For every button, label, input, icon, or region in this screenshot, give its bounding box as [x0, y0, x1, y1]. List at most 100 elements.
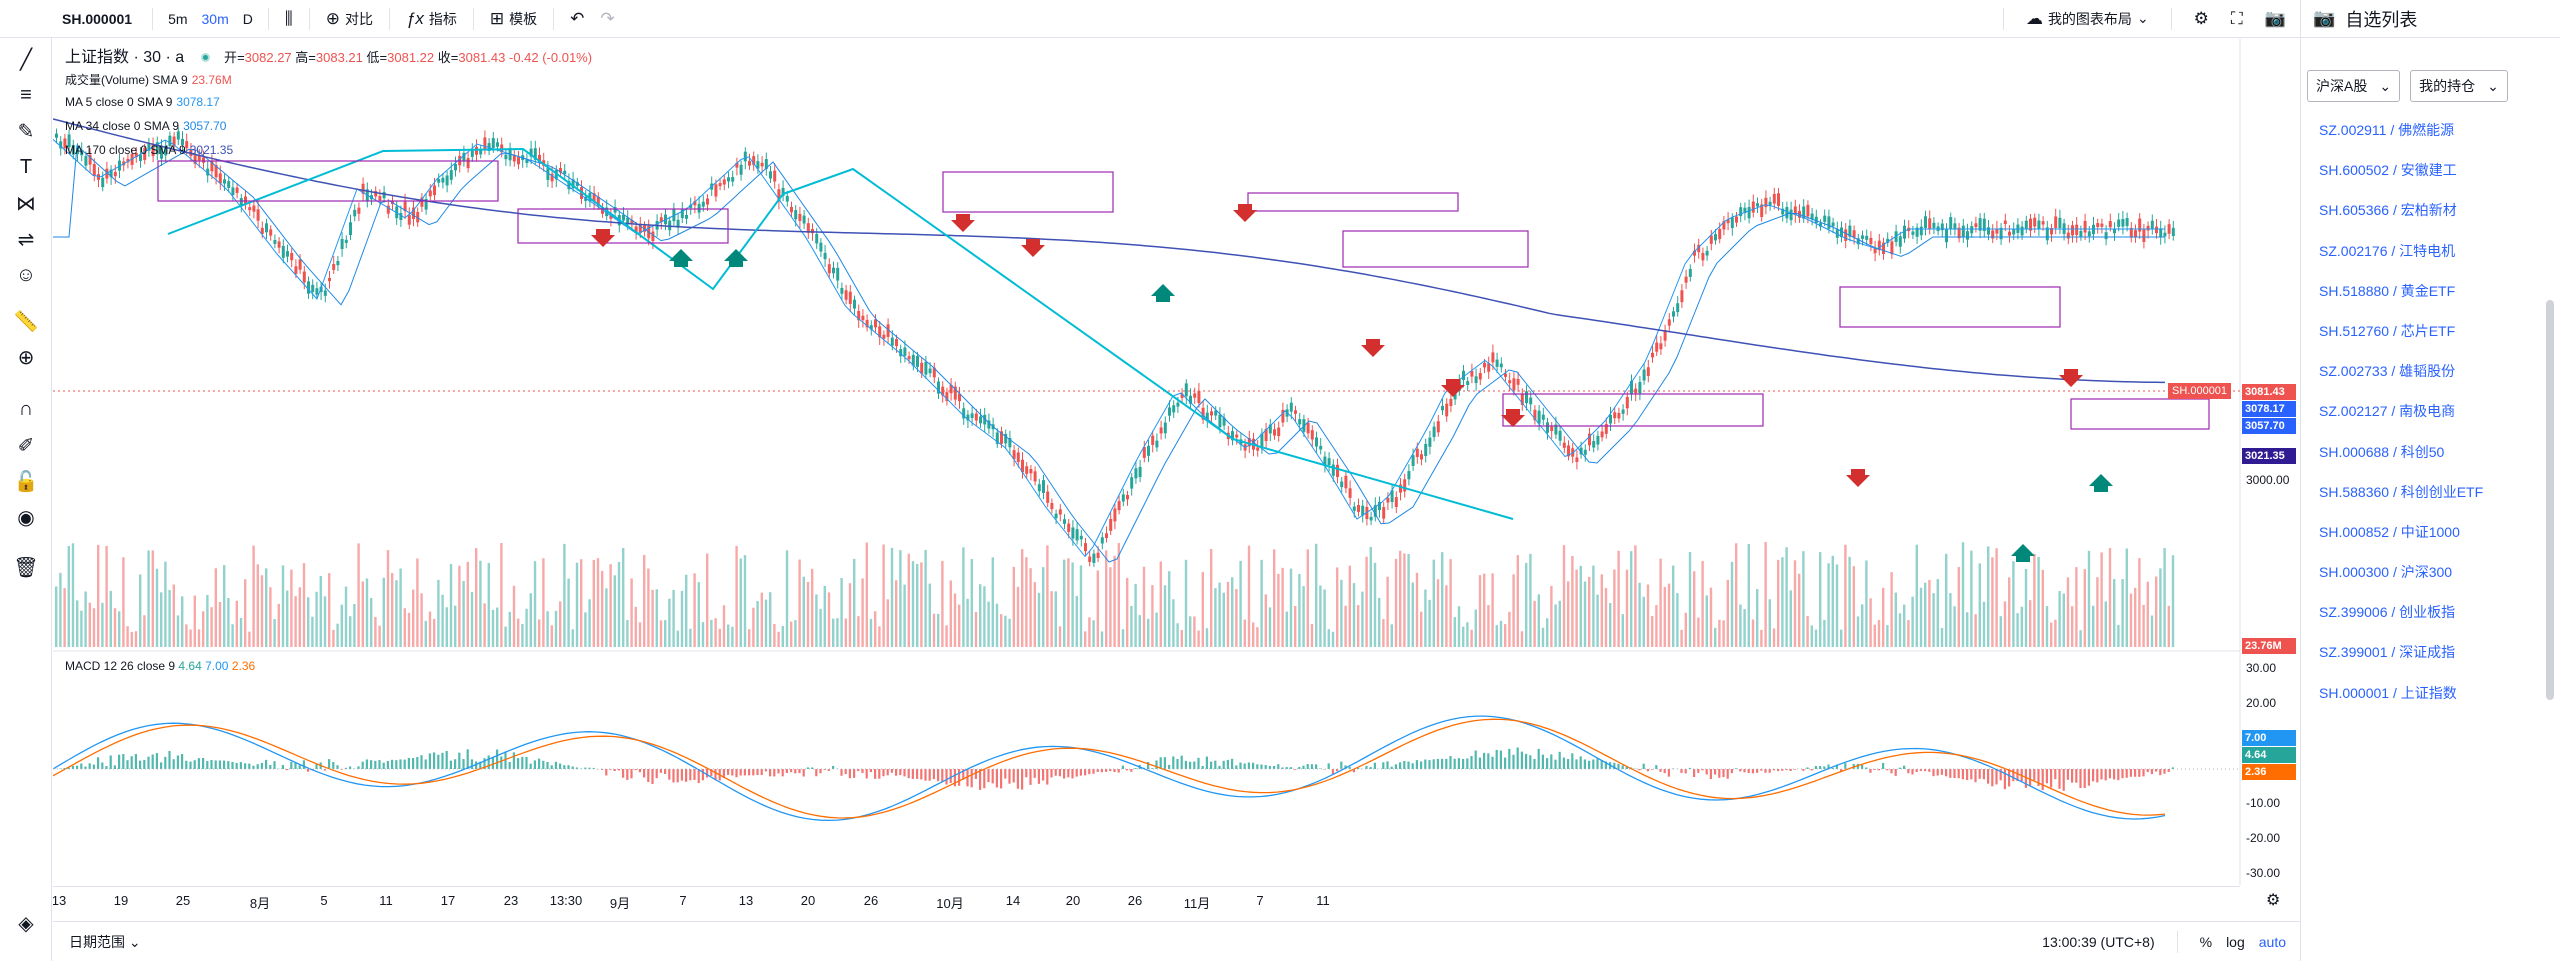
- indicators-button[interactable]: ƒx 指标: [398, 9, 465, 29]
- macd-histogram-bar: [1201, 765, 1204, 769]
- trendline-icon[interactable]: ╱: [19, 48, 33, 71]
- volume-bar: [349, 616, 352, 647]
- watchlist-item[interactable]: SH.000852 / 中证1000: [2319, 523, 2460, 540]
- candle-body: [1949, 217, 1953, 229]
- camera-icon[interactable]: 📷: [2313, 8, 2336, 28]
- timeframe-5m[interactable]: 5m: [168, 10, 188, 27]
- holdings-select[interactable]: 我的持仓 ⌄: [2410, 70, 2508, 102]
- candle-body: [869, 325, 873, 330]
- macd-histogram-bar: [1315, 764, 1318, 769]
- trash-icon[interactable]: 🗑: [13, 556, 39, 579]
- candle-body: [218, 173, 222, 184]
- date-range-button[interactable]: 日期范围 ⌄: [53, 932, 141, 952]
- eye-icon[interactable]: ◉: [17, 506, 35, 529]
- volume-bar: [1344, 605, 1347, 647]
- candle-body: [903, 347, 907, 356]
- log-toggle[interactable]: log: [2226, 933, 2245, 950]
- axis-settings-icon[interactable]: ⚙: [2266, 892, 2281, 909]
- market-select[interactable]: 沪深A股 ⌄: [2307, 70, 2401, 102]
- watchlist-item[interactable]: SZ.002733 / 雄韬股份: [2319, 363, 2456, 380]
- zhongshu-box: [1839, 286, 2061, 328]
- layers-icon[interactable]: ◈: [18, 912, 34, 935]
- redo-button[interactable]: ↷: [592, 9, 622, 29]
- pattern-icon[interactable]: ⋈: [16, 192, 36, 215]
- watchlist-item[interactable]: SZ.002127 / 南极电商: [2319, 403, 2456, 420]
- volume-bar: [458, 565, 461, 647]
- macd-histogram-bar: [613, 769, 616, 772]
- legend-volume[interactable]: 成交量(Volume) SMA 9 23.76M: [65, 71, 232, 88]
- settings-button[interactable]: ⚙: [2186, 9, 2217, 29]
- legend-ma170[interactable]: MA 170 close 0 SMA 9 3021.35: [65, 143, 233, 157]
- candle-body: [155, 142, 159, 155]
- macd-histogram-bar: [1877, 769, 1880, 771]
- watchlist-item[interactable]: SZ.002176 / 江特电机: [2319, 242, 2456, 259]
- legend-macd[interactable]: MACD 12 26 close 9 4.64 7.00 2.36: [65, 659, 255, 673]
- watchlist-item[interactable]: SH.512760 / 芯片ETF: [2319, 322, 2456, 339]
- timeframe-30m[interactable]: 30m: [201, 10, 229, 27]
- watchlist-item[interactable]: SH.000001 / 上证指数: [2319, 684, 2457, 701]
- zoom-in-icon[interactable]: ⊕: [17, 346, 35, 369]
- watchlist-item[interactable]: SZ.399001 / 深证成指: [2319, 644, 2456, 661]
- brush-icon[interactable]: ✎: [17, 120, 35, 143]
- chart-type-button[interactable]: ⫼: [277, 9, 301, 29]
- horizontal-lines-icon[interactable]: ≡: [20, 83, 32, 106]
- layout-button[interactable]: ☁ 我的图表布局 ⌄: [2018, 9, 2157, 29]
- compare-button[interactable]: ⊕ 对比: [318, 9, 381, 29]
- sidebar-scrollbar[interactable]: [2546, 300, 2554, 700]
- volume-bar: [1793, 560, 1797, 647]
- candle-body: [1310, 430, 1314, 440]
- magnet-icon[interactable]: ∩: [18, 397, 34, 420]
- candle-body: [1924, 216, 1927, 228]
- watchlist-item[interactable]: SZ.399006 / 创业板指: [2319, 604, 2456, 621]
- watchlist-item[interactable]: SH.600502 / 安徽建工: [2319, 162, 2457, 179]
- macd-histogram-bar: [105, 766, 108, 769]
- market-status-icon: [200, 53, 210, 63]
- chart-canvas[interactable]: [53, 39, 2300, 919]
- watchlist-item[interactable]: SZ.002911 / 佛燃能源: [2319, 122, 2455, 138]
- candle-body: [819, 242, 823, 252]
- lock-drawing-icon[interactable]: ✐: [17, 434, 35, 457]
- legend-ma34[interactable]: MA 34 close 0 SMA 9 3057.70: [65, 119, 226, 133]
- watchlist-item[interactable]: SH.000300 / 沪深300: [2319, 564, 2453, 581]
- volume-bar: [151, 550, 154, 647]
- watchlist-item[interactable]: SH.000688 / 科创50: [2319, 443, 2445, 460]
- chart-area[interactable]: 上证指数 · 30 · a 开=3082.27 高=3083.21 低=3081…: [53, 39, 2300, 919]
- candle-body: [109, 169, 113, 177]
- candle-body: [1730, 217, 1734, 229]
- time-axis[interactable]: 13 19 25 8月 5 11 17 23 13:30 9月 7 13 20 26 10月 14 20 26 11…: [53, 886, 2240, 911]
- prediction-icon[interactable]: ⇌: [17, 228, 35, 251]
- emoji-icon[interactable]: ☺: [15, 263, 37, 286]
- candle-body: [1378, 501, 1381, 511]
- auto-toggle[interactable]: auto: [2258, 933, 2286, 950]
- candle-body: [1029, 469, 1033, 474]
- macd-histogram-bar: [281, 764, 284, 769]
- watchlist: SZ.002911 / 佛燃能源 SH.600502 / 安徽建工 SH.60536…: [2319, 118, 2483, 721]
- ruler-icon[interactable]: 📏: [13, 310, 39, 333]
- volume-bar: [1520, 631, 1524, 647]
- macd-histogram-bar: [1478, 757, 1481, 769]
- undo-button[interactable]: ↶: [562, 9, 592, 29]
- fullscreen-button[interactable]: ⛶: [2223, 9, 2251, 29]
- watchlist-item[interactable]: SH.605366 / 宏柏新材: [2319, 202, 2457, 219]
- screenshot-button[interactable]: 📷: [2257, 9, 2294, 29]
- text-icon[interactable]: T: [19, 155, 33, 178]
- macd-histogram-bar: [1987, 769, 1990, 784]
- candle-body: [256, 209, 260, 221]
- macd-histogram-bar: [848, 769, 851, 779]
- candle-body: [937, 381, 940, 394]
- volume-bar: [1491, 573, 1494, 647]
- legend-ma5[interactable]: MA 5 close 0 SMA 9 3078.17: [65, 95, 220, 109]
- symbol-search[interactable]: SH.000001: [62, 10, 133, 27]
- price-axis[interactable]: 3081.43 3078.17 3057.70 3021.35 3000.00 …: [2240, 39, 2300, 880]
- volume-bar: [223, 565, 226, 647]
- timeframe-d[interactable]: D: [242, 10, 253, 27]
- macd-histogram-bar: [139, 760, 142, 769]
- candle-body: [1478, 373, 1482, 380]
- watchlist-item[interactable]: SH.518880 / 黄金ETF: [2319, 282, 2456, 299]
- lock-icon[interactable]: 🔓: [13, 470, 39, 493]
- watchlist-item[interactable]: SH.588360 / 科创创业ETF: [2319, 483, 2484, 500]
- macd-histogram-bar: [1441, 758, 1444, 769]
- templates-button[interactable]: ⊞ 模板: [482, 9, 545, 29]
- time-tick: 25: [175, 893, 191, 908]
- percent-toggle[interactable]: %: [2199, 933, 2213, 950]
